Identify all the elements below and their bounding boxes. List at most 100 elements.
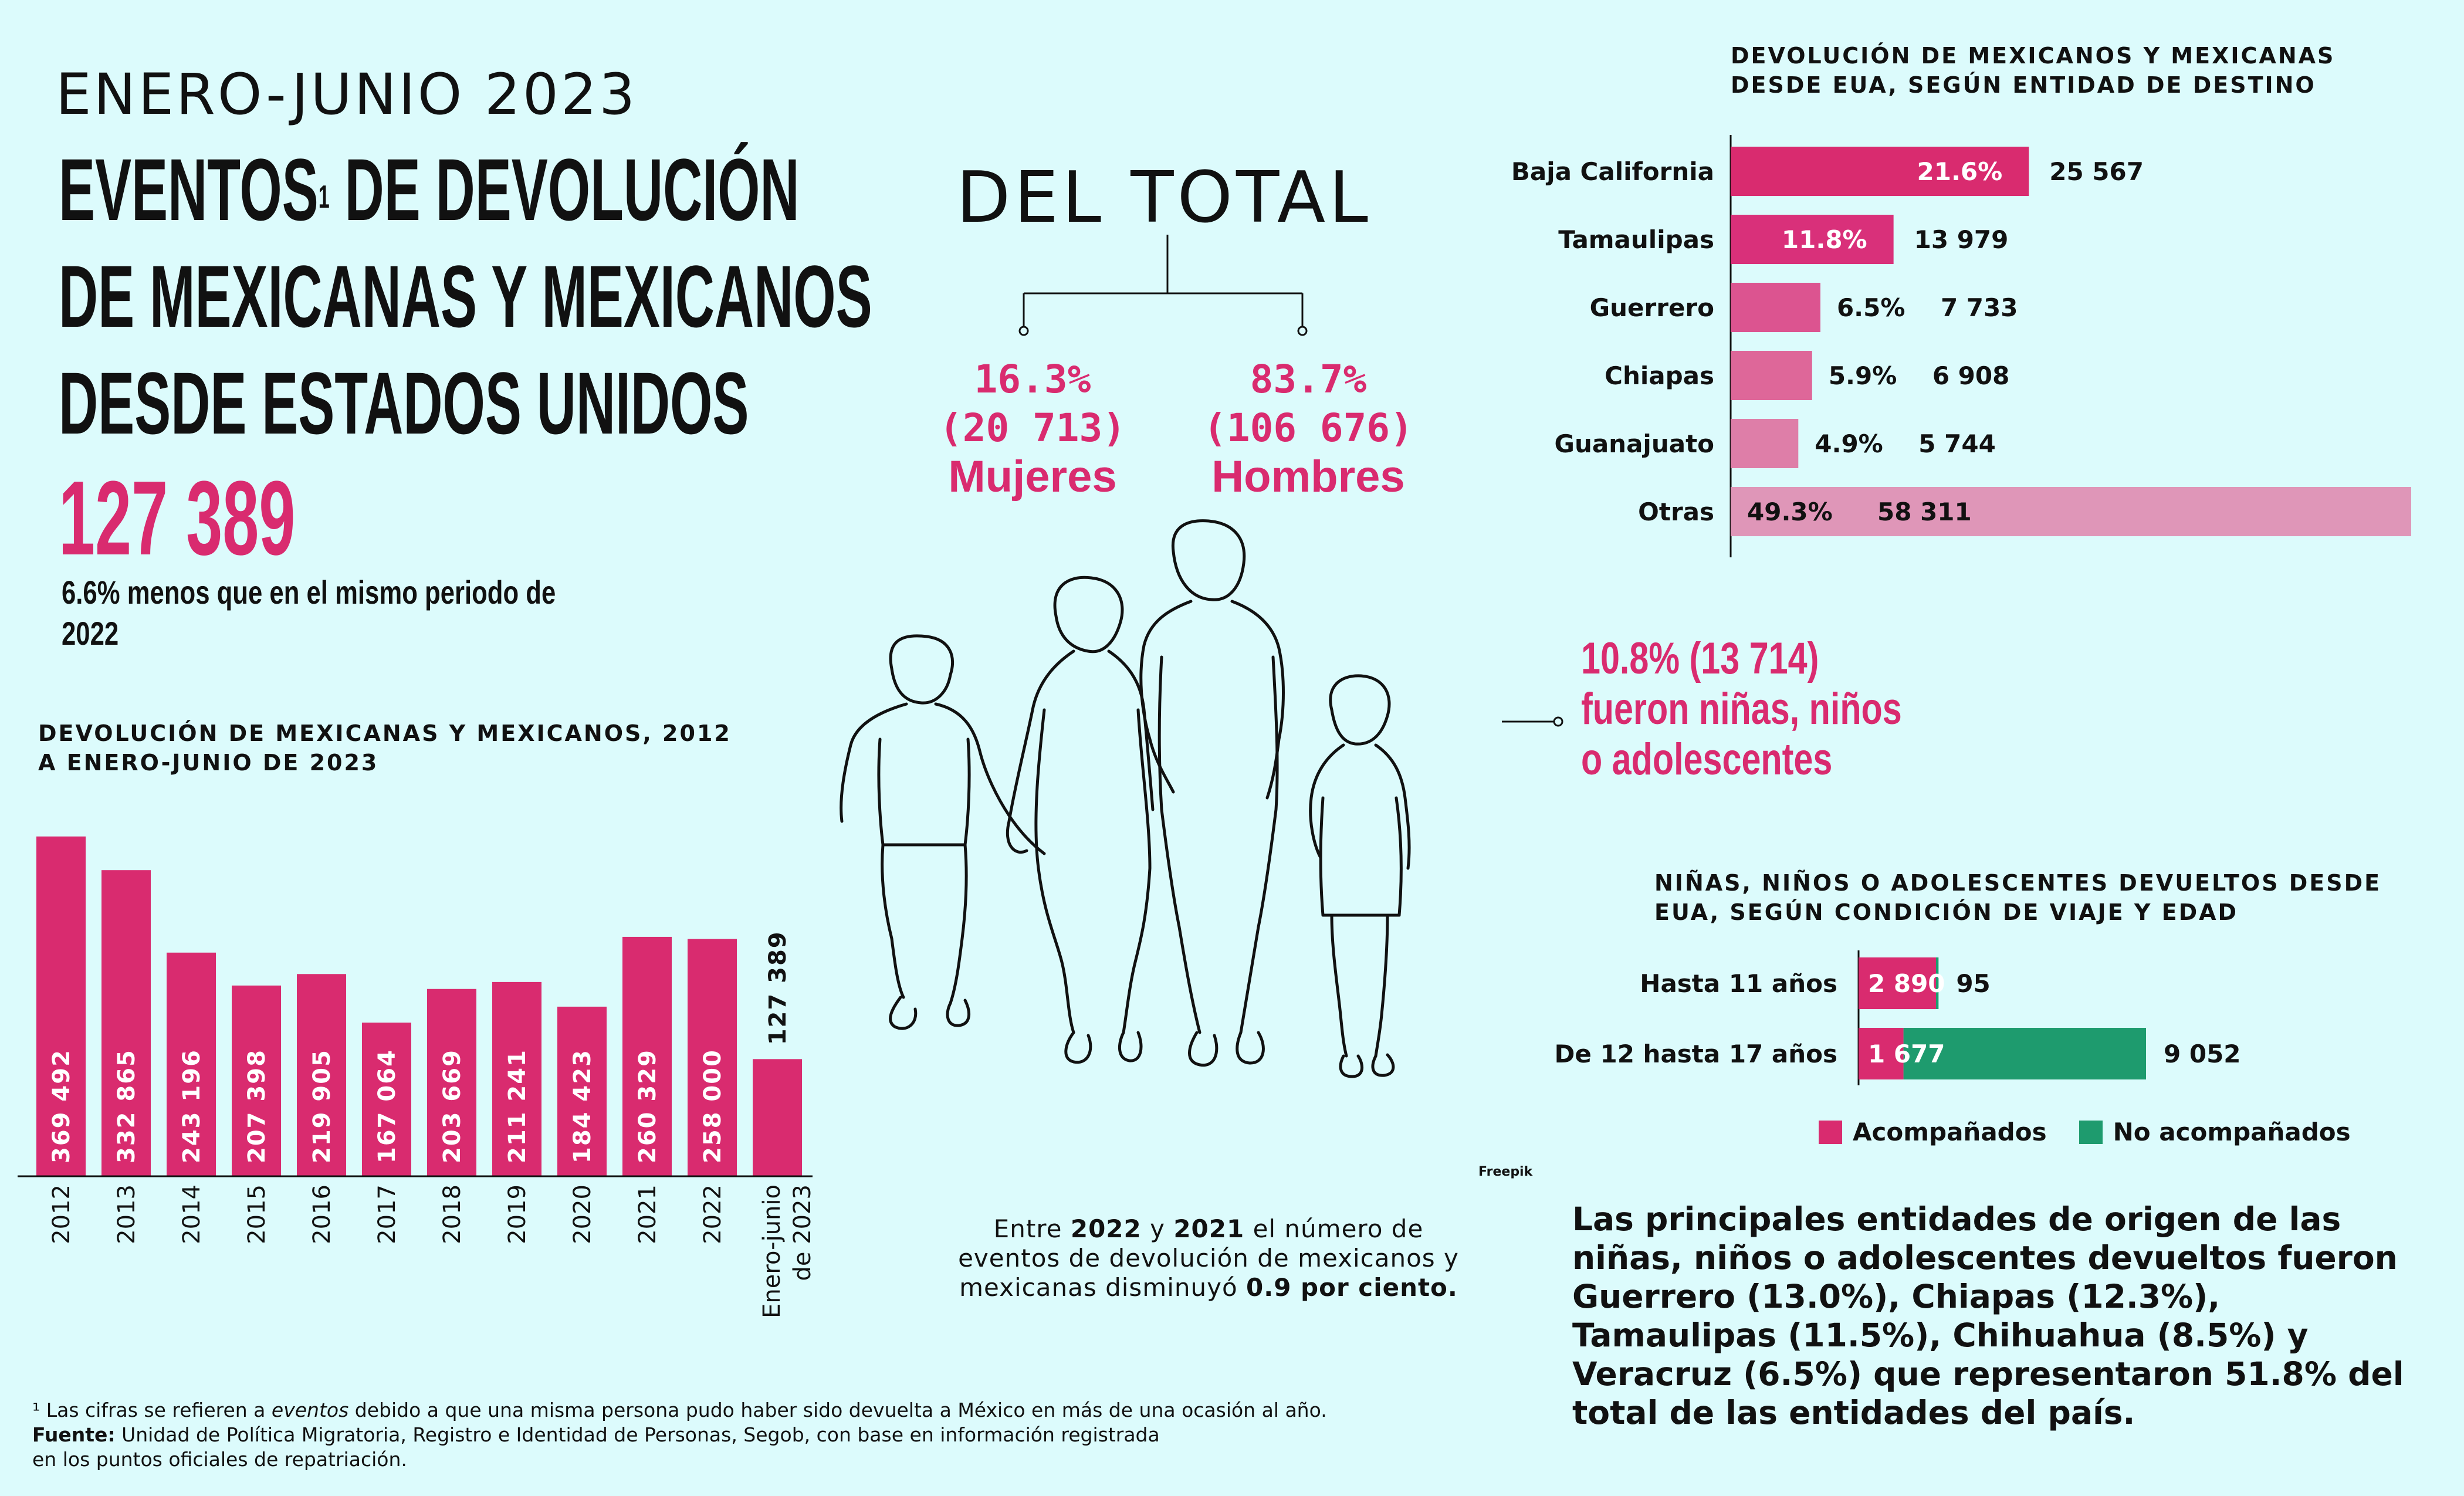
- year-bar-value-label: 243 196: [178, 1049, 205, 1163]
- entity-bar: [1731, 215, 1894, 264]
- main-title-line2: DE MEXICANAS Y MEXICANOS: [59, 247, 872, 346]
- men-count: (106 676): [1203, 405, 1413, 451]
- footnote-source: Fuente: Unidad de Política Migratoria, R…: [32, 1423, 1160, 1446]
- title-line1-rest: DE DEVOLUCIÓN: [329, 140, 800, 239]
- entity-value-label: 5 744: [1918, 429, 1996, 458]
- legend-label-unaccompanied: No acompañados: [2113, 1118, 2351, 1146]
- family-illustration: [840, 519, 1411, 1078]
- women-block: 16.3% (20 713) Mujeres: [915, 355, 1150, 501]
- year-bar: [557, 1006, 607, 1176]
- footnote-line1: ¹ Las cifras se refieren a eventos debid…: [32, 1399, 1327, 1421]
- kids-category-label: De 12 hasta 17 años: [1555, 1040, 1838, 1068]
- year-bar: [492, 981, 541, 1176]
- year-bar-value-label: 167 064: [374, 1049, 401, 1163]
- entity-bar: [1731, 419, 1799, 468]
- entity-percent-label: 49.3%: [1747, 497, 1833, 526]
- entity-category-label: Guerrero: [1590, 293, 1714, 322]
- kids-legend: Acompañados No acompañados: [1819, 1118, 2351, 1146]
- year-bar: [362, 1023, 411, 1176]
- year-category-label: 2015: [243, 1184, 270, 1244]
- kids-bar-segment: [1859, 1028, 1904, 1079]
- kids-note-line1: 10.8% (13 714): [1581, 634, 1819, 683]
- year-bar-value-label: 369 492: [48, 1049, 75, 1163]
- year-bar: [297, 974, 346, 1176]
- title-footnote-mark: 1: [318, 178, 330, 215]
- year-bar-value-label: 211 241: [504, 1049, 531, 1163]
- entity-value-label: 7 733: [1941, 293, 2018, 322]
- year-bar: [36, 836, 86, 1176]
- men-label: Hombres: [1211, 452, 1405, 502]
- man-figure: [1139, 519, 1285, 1067]
- del-total-title: DEL TOTAL: [956, 157, 1372, 239]
- total-note: 6.6% menos que en el mismo periodo de 20…: [62, 574, 556, 652]
- yearly-bar-chart: 369 492 2012 332 865 2013 243 196 2014 207 398…: [18, 836, 816, 1318]
- footnote: ¹ Las cifras se refieren a eventos debid…: [32, 1398, 1327, 1472]
- period-label: ENERO-JUNIO 2023: [56, 62, 638, 127]
- kids-chart-svg: Hasta 11 años 2 890 95 De 12 hasta 17 años 1…: [1555, 950, 2241, 1085]
- entity-bar: [1731, 147, 2029, 196]
- image-credit: Freepik: [1478, 1165, 1533, 1179]
- year-bar-value-label: 219 905: [309, 1049, 336, 1163]
- women-pct: 16.3%: [974, 357, 1091, 402]
- entity-percent-label: 6.5%: [1837, 293, 1905, 322]
- entity-chart-title: DEVOLUCIÓN DE MEXICANOS Y MEXICANAS DESD…: [1731, 43, 2336, 98]
- legend-swatch-unaccompanied: [2079, 1120, 2103, 1144]
- year-bar: [688, 939, 737, 1176]
- kids-unaccompanied-label: 95: [1956, 969, 1990, 998]
- legend-swatch-accompanied: [1819, 1120, 1842, 1144]
- legend-unaccompanied: No acompañados: [2079, 1118, 2351, 1146]
- kids-category-label: Hasta 11 años: [1640, 969, 1837, 998]
- men-pct: 83.7%: [1250, 357, 1367, 402]
- year-category-label: 2013: [113, 1184, 140, 1244]
- kids-note-line2: fueron niñas, niños: [1581, 684, 1902, 734]
- entity-category-label: Chiapas: [1605, 361, 1714, 390]
- entity-value-label: 13 979: [1914, 225, 2009, 254]
- year-bar-value-label: 184 423: [569, 1049, 596, 1163]
- year-category-label: de 2023: [789, 1184, 816, 1281]
- entity-percent-label: 21.6%: [1917, 157, 2003, 186]
- girl-figure: [1309, 674, 1411, 1078]
- entity-percent-label: 4.9%: [1815, 429, 1883, 458]
- year-bar-value-label: 207 398: [243, 1049, 270, 1163]
- legend-accompanied: Acompañados: [1819, 1118, 2047, 1146]
- main-title-line1: EVENTOS1 DE DEVOLUCIÓN: [59, 136, 872, 243]
- del-total-connector: [1018, 235, 1308, 336]
- year-bar: [232, 985, 281, 1176]
- women-count: (20 713): [939, 405, 1126, 451]
- boy-figure: [840, 634, 1046, 1030]
- main-title: EVENTOS1 DE DEVOLUCIÓN DE MEXICANAS Y ME…: [59, 136, 872, 456]
- entity-category-label: Tamaulipas: [1558, 225, 1714, 254]
- year-category-label: 2017: [374, 1184, 401, 1244]
- woman-figure: [1006, 576, 1155, 1064]
- year-bar-value-label: 332 865: [113, 1049, 140, 1163]
- entity-value-label: 6 908: [1932, 361, 2010, 390]
- total-number: 127 389: [59, 459, 296, 577]
- entity-category-label: Otras: [1638, 497, 1714, 526]
- year-bar: [167, 952, 216, 1176]
- year-category-label: 2020: [569, 1184, 596, 1244]
- year-category-label: 2022: [699, 1184, 726, 1244]
- entity-value-label: 58 311: [1877, 497, 1972, 526]
- entity-value-label: 25 567: [2049, 157, 2144, 186]
- year-category-label: 2016: [309, 1184, 336, 1244]
- entity-percent-label: 5.9%: [1829, 361, 1897, 390]
- year-category-label: 2021: [634, 1184, 661, 1244]
- entity-bar: [1731, 351, 1812, 400]
- kids-accompanied-label: 2 890: [1868, 969, 1945, 998]
- kids-accompanied-label: 1 677: [1868, 1040, 1945, 1068]
- year-bar-value-label: 258 000: [699, 1049, 726, 1163]
- women-label: Mujeres: [948, 452, 1117, 502]
- main-title-line3: DESDE ESTADOS UNIDOS: [59, 354, 749, 452]
- entity-percent-label: 11.8%: [1782, 225, 1867, 254]
- entity-category-label: Guanajuato: [1554, 429, 1714, 458]
- yearly-chart-title: DEVOLUCIÓN DE MEXICANAS Y MEXICANOS, 201…: [38, 720, 732, 776]
- year-category-label: 2019: [504, 1184, 531, 1244]
- kids-bar-segment: [1935, 957, 1939, 1009]
- year-category-label: 2012: [48, 1184, 75, 1244]
- footnote-line3: en los puntos oficiales de repatriación.: [32, 1448, 407, 1471]
- kids-note-line3: o adolescentes: [1581, 735, 1833, 784]
- entity-chart-svg: Baja California 21.6% 25 567 Tamaulipas 11.8…: [1511, 135, 2411, 557]
- kids-note: 10.8% (13 714) fueron niñas, niños o ado…: [1581, 634, 1902, 785]
- year-bar: [427, 989, 476, 1176]
- year-bar: [622, 936, 672, 1176]
